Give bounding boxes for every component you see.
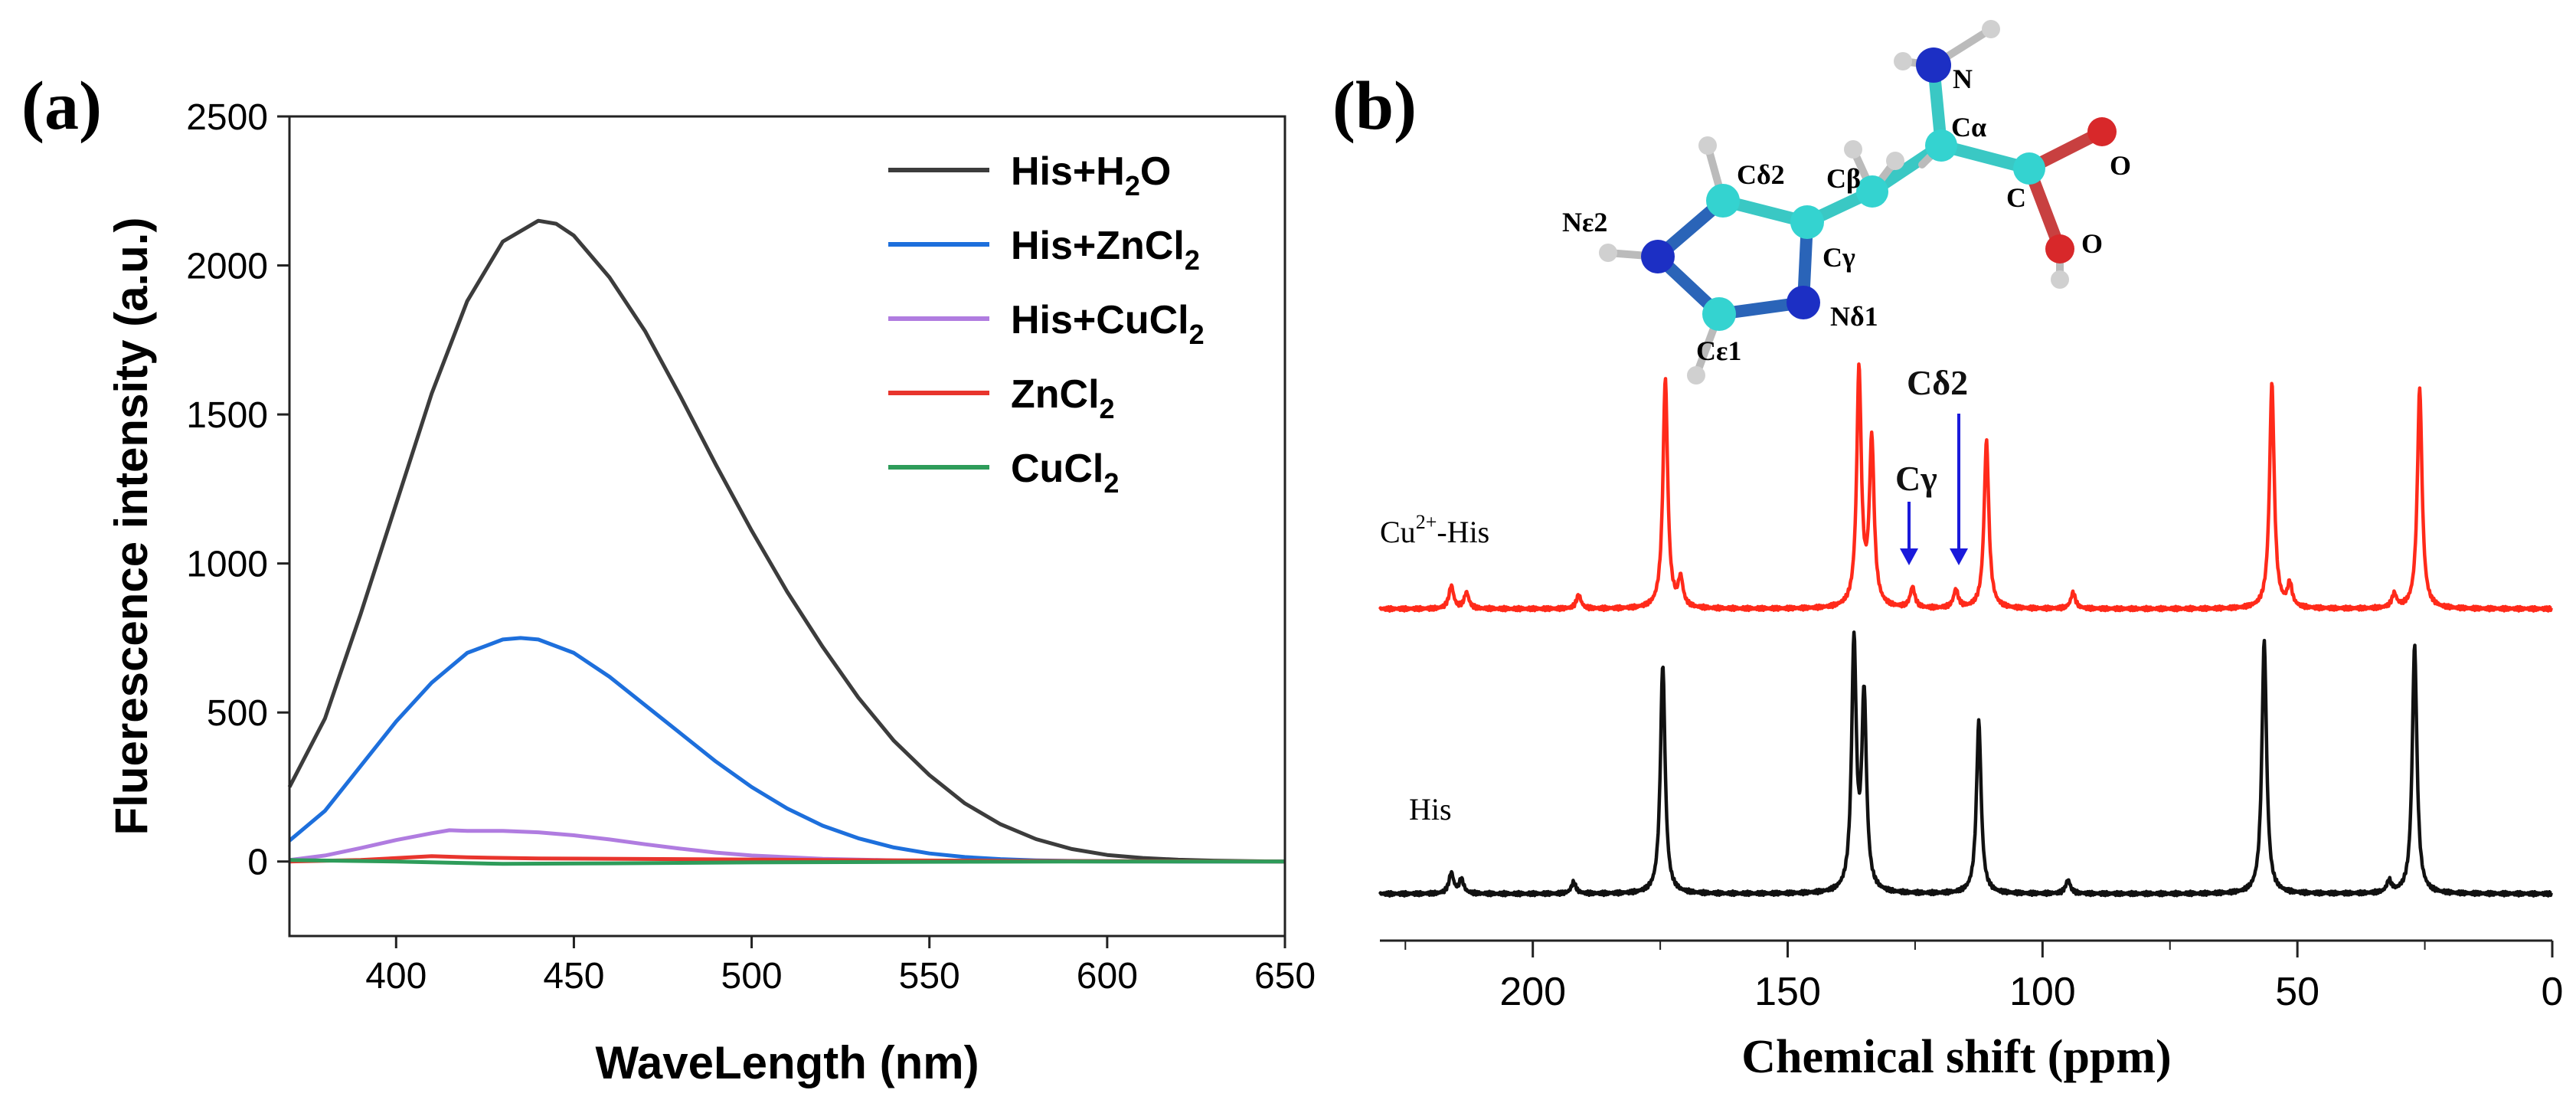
y-tick-label: 500	[207, 693, 268, 734]
hydrogen-atom	[1844, 140, 1862, 159]
atom-label: C	[2006, 182, 2026, 213]
atom-label: Cε1	[1696, 335, 1741, 366]
hydrogen-atom	[1982, 20, 2000, 38]
nitrogen-atom	[1916, 47, 1951, 83]
annotation-label: Cδ2	[1907, 363, 1968, 402]
carbon-atom	[1925, 129, 1957, 162]
atom-label: Cγ	[1822, 242, 1855, 273]
panel-b-x-axis-title: Chemical shift (ppm)	[1741, 1031, 2171, 1083]
hydrogen-atom	[1687, 366, 1705, 385]
hydrogen-atom	[1894, 52, 1912, 70]
panel-a-plot-frame	[288, 115, 1286, 938]
legend-label: His+ZnCl2	[1011, 224, 1200, 276]
x-tick-label: 0	[2542, 970, 2564, 1014]
legend-label: ZnCl2	[1011, 372, 1115, 424]
panel-a-label: (a)	[21, 68, 102, 144]
x-tick-label: 50	[2275, 970, 2319, 1014]
nitrogen-atom	[1641, 240, 1675, 273]
histidine-molecule-model: N Cα Cδ2 Cβ C O O Nε2 Cγ Nδ1 Cε1	[1562, 20, 2131, 385]
atom-label: O	[2110, 150, 2131, 181]
legend-label: His+H2O	[1011, 149, 1171, 201]
nitrogen-atom	[1787, 286, 1820, 319]
atom-label: Nδ1	[1830, 301, 1878, 332]
hydrogen-atom	[2051, 270, 2069, 289]
x-tick-label: 150	[1754, 970, 1821, 1014]
spectrum-cu-his	[1378, 362, 2553, 613]
panel-a-legend: His+H2O His+ZnCl2 His+CuCl2 ZnCl2 CuCl2	[888, 149, 1205, 499]
legend-label: His+CuCl2	[1011, 298, 1205, 350]
panel-a-x-axis-title: WaveLength (nm)	[595, 1037, 979, 1088]
x-tick-label: 450	[543, 956, 604, 997]
atom-label: Nε2	[1562, 207, 1607, 237]
panel-b: (b)	[1332, 20, 2563, 1083]
y-tick-label: 1000	[186, 545, 268, 585]
panel-b-label: (b)	[1332, 68, 1417, 144]
spectrum-label-his: His	[1409, 792, 1452, 826]
atom-label: O	[2081, 228, 2103, 259]
panel-a-curves	[287, 218, 1286, 866]
hydrogen-atom	[1698, 136, 1717, 155]
carbon-atom	[1790, 205, 1824, 239]
y-tick-label: 2000	[186, 247, 268, 287]
carbon-atom	[1702, 297, 1736, 331]
carbon-atom	[1706, 184, 1740, 218]
panel-b-spectra	[1378, 362, 2553, 898]
atom-label: Cα	[1951, 112, 1986, 142]
x-tick-label: 650	[1254, 956, 1316, 997]
atom-label: Cδ2	[1737, 159, 1785, 190]
hydrogen-atom	[1599, 244, 1617, 262]
oxygen-atom	[2087, 117, 2117, 146]
y-tick-label: 1500	[186, 395, 268, 436]
legend-label: CuCl2	[1011, 447, 1119, 499]
panel-a: (a) 400 450 500 550 600 650 0 500 1000 1500 2000 25…	[21, 68, 1316, 1088]
series-line-cucl2	[289, 858, 1285, 866]
annotation-arrow-head	[1900, 548, 1918, 565]
panel-b-ticks: 200 150 100 50 0	[1404, 941, 2564, 1014]
panel-b-annotations: Cγ Cδ2	[1895, 363, 1968, 565]
carbon-atom	[1856, 175, 1888, 208]
panel-a-ticks: 400 450 500 550 600 650 0 500 1000 1500 2000 2500	[186, 97, 1316, 997]
series-line-his-h2o	[287, 218, 1286, 864]
x-tick-label: 500	[721, 956, 783, 997]
atom-label: N	[1953, 64, 1973, 94]
x-tick-label: 100	[2009, 970, 2076, 1014]
x-tick-label: 550	[899, 956, 960, 997]
y-tick-label: 2500	[186, 97, 268, 138]
oxygen-atom	[2045, 234, 2074, 263]
spectrum-label-cu-his: Cu2+-His	[1380, 511, 1489, 549]
x-tick-label: 400	[365, 956, 427, 997]
spectrum-his	[1378, 630, 2553, 898]
hydrogen-atom	[1886, 152, 1904, 170]
x-tick-label: 600	[1077, 956, 1138, 997]
panel-a-y-axis-title: Fluerescence intensity (a.u.)	[106, 218, 157, 836]
annotation-label: Cγ	[1895, 459, 1937, 498]
annotation-arrow-head	[1950, 548, 1968, 565]
atom-label: Cβ	[1826, 163, 1861, 194]
carbon-atom	[2013, 152, 2045, 185]
y-tick-label: 0	[247, 843, 268, 883]
x-tick-label: 200	[1499, 970, 1566, 1014]
